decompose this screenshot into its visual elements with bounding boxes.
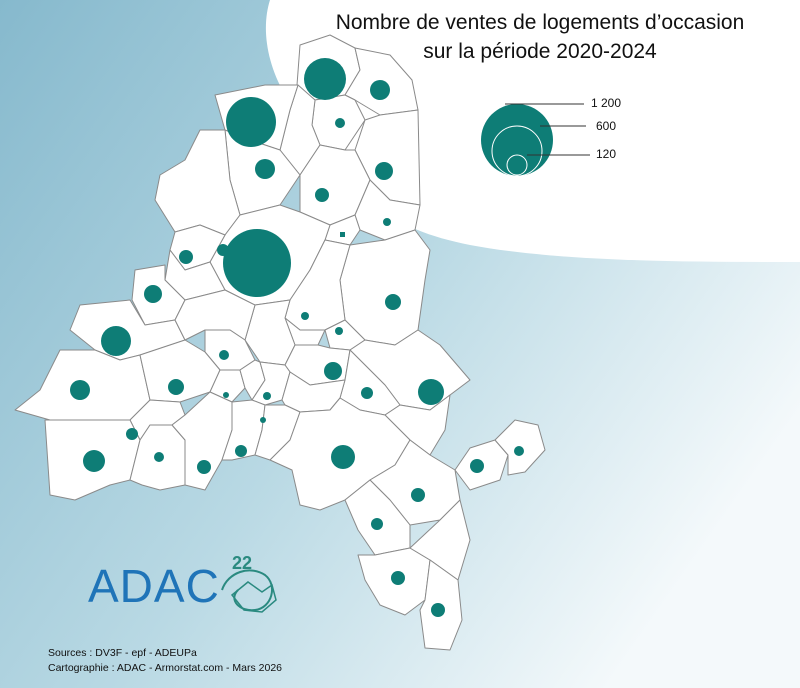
commune-polygon[interactable] <box>339 229 431 346</box>
sales-circle[interactable] <box>391 571 405 585</box>
sales-circle[interactable] <box>470 459 484 473</box>
sales-circle[interactable] <box>219 350 229 360</box>
sales-circle[interactable] <box>324 362 342 380</box>
sales-circle[interactable] <box>260 417 266 423</box>
sales-circle[interactable] <box>223 392 229 398</box>
sources-line-1: Sources : DV3F - epf - ADEUPa <box>48 647 197 659</box>
sales-circle[interactable] <box>301 312 309 320</box>
sales-circle[interactable] <box>101 326 131 356</box>
sales-circle[interactable] <box>179 250 193 264</box>
legend-circle-600 <box>491 125 543 177</box>
logo-swoosh <box>221 569 277 613</box>
commune-polygon[interactable] <box>251 361 291 406</box>
sales-circle[interactable] <box>315 188 329 202</box>
legend-label-600: 600 <box>596 119 617 133</box>
commune-polygon[interactable] <box>344 479 411 556</box>
sales-circle[interactable] <box>168 379 184 395</box>
sales-circle[interactable] <box>263 392 271 400</box>
map-title: Nombre de ventes de logements d’occasion… <box>290 8 790 66</box>
sales-circle[interactable] <box>335 327 343 335</box>
sales-circle[interactable] <box>431 603 445 617</box>
logo-number: 22 <box>232 553 253 573</box>
sales-circle[interactable] <box>340 232 345 237</box>
sales-circle[interactable] <box>418 379 444 405</box>
sales-circle[interactable] <box>385 294 401 310</box>
sales-circle[interactable] <box>197 460 211 474</box>
sales-circle[interactable] <box>223 229 291 297</box>
title-line-1: Nombre de ventes de logements d’occasion <box>335 11 745 34</box>
sales-circle[interactable] <box>371 518 383 530</box>
legend-circle-1200 <box>481 104 553 176</box>
sales-circle[interactable] <box>226 97 276 147</box>
legend-label-1200: 1 200 <box>591 96 622 110</box>
sales-circle[interactable] <box>255 159 275 179</box>
sales-circle[interactable] <box>83 450 105 472</box>
sales-circle[interactable] <box>331 445 355 469</box>
legend-circle-120 <box>506 154 528 176</box>
communes-layer <box>14 34 546 651</box>
sources-line-2: Cartographie : ADAC - Armorstat.com - Ma… <box>48 662 282 674</box>
title-line-2: sur la période 2020-2024 <box>423 40 657 63</box>
sales-circle[interactable] <box>411 488 425 502</box>
sales-circle[interactable] <box>144 285 162 303</box>
sales-circle[interactable] <box>304 58 346 100</box>
sales-circle[interactable] <box>383 218 391 226</box>
symbols-layer <box>70 58 524 617</box>
sales-circle[interactable] <box>70 380 90 400</box>
sales-circle[interactable] <box>335 118 345 128</box>
legend-symbols <box>481 103 590 177</box>
sales-circle[interactable] <box>375 162 393 180</box>
sales-circle[interactable] <box>514 446 524 456</box>
logo-wordmark: ADAC <box>88 560 220 612</box>
commune-polygon[interactable] <box>209 369 246 403</box>
sales-circle[interactable] <box>154 452 164 462</box>
sales-circle[interactable] <box>361 387 373 399</box>
legend-label-120: 120 <box>596 147 617 161</box>
sales-circle[interactable] <box>217 244 229 256</box>
sales-circle[interactable] <box>370 80 390 100</box>
sales-circle[interactable] <box>235 445 247 457</box>
sales-circle[interactable] <box>126 428 138 440</box>
